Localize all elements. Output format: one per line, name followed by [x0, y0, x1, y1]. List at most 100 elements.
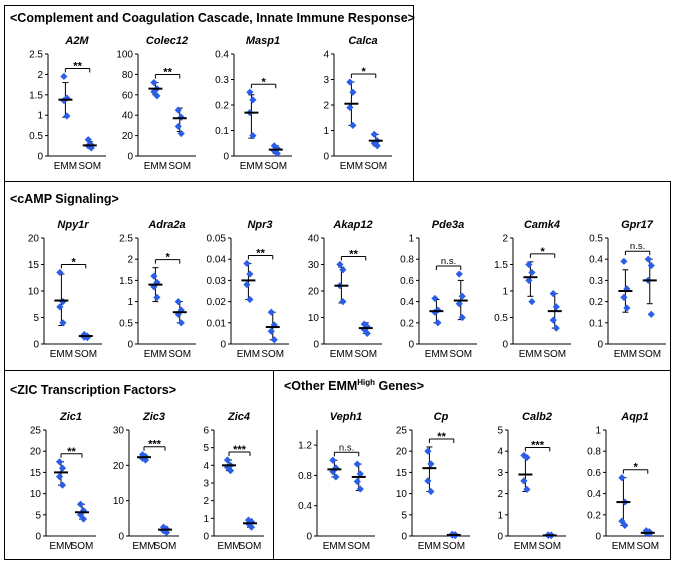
data-point — [226, 467, 235, 475]
plot-calb2: Calb2 0 1 2 3 4 5 EMM SOM *** — [497, 411, 566, 552]
y-tick-label: 30 — [113, 426, 125, 437]
significance-label: ** — [437, 431, 446, 443]
chart-title: Colec12 — [146, 35, 188, 47]
y-tick-label: 1.5 — [29, 90, 43, 101]
y-tick-label: 0.1 — [589, 318, 603, 329]
x-tick-label: EMM — [425, 349, 448, 360]
chart-title: Gpr17 — [621, 219, 654, 231]
y-tick-label: 2.5 — [119, 234, 133, 245]
data-point — [150, 78, 158, 87]
y-tick-label: 1.5 — [494, 260, 508, 271]
data-point — [455, 270, 463, 278]
y-tick-label: 25 — [30, 426, 42, 437]
y-tick-label: 0 — [37, 152, 43, 163]
data-point — [55, 473, 64, 481]
data-point — [525, 260, 533, 269]
data-point — [424, 477, 432, 485]
data-point — [434, 319, 442, 327]
y-tick-label: 0.4 — [589, 255, 603, 266]
x-tick-label: EMM — [144, 161, 167, 172]
chart-title: A2M — [64, 35, 89, 47]
y-tick-label: 20 — [113, 461, 125, 472]
data-point — [162, 528, 171, 537]
x-tick-label: SOM — [71, 541, 94, 552]
plot-aqp1: Aqp1 0 0.2 0.4 0.6 0.8 1 EMM SOM * — [587, 411, 664, 552]
x-tick-label: SOM — [168, 161, 191, 172]
y-tick-label: 0 — [502, 340, 508, 351]
data-point — [458, 313, 466, 322]
plot-gpr17: Gpr17 0 0.1 0.2 0.3 0.4 0.5 EMM SOM n.s. — [589, 219, 666, 360]
data-point — [431, 294, 439, 303]
x-tick-label: EMM — [330, 349, 353, 360]
data-point — [552, 324, 560, 332]
data-point — [552, 303, 560, 311]
plot-veph1: Veph1 0 0.4 0.8 1.2 EMM SOM n.s. — [298, 411, 375, 552]
x-tick-label: EMM — [612, 541, 635, 552]
y-tick-label: 0.04 — [207, 255, 227, 266]
data-point — [223, 456, 232, 464]
significance-label: n.s. — [339, 442, 354, 453]
data-point — [270, 336, 278, 344]
y-tick-label: 1 — [595, 426, 601, 437]
chart-title: Zic3 — [142, 411, 165, 423]
y-tick-label: 0.3 — [215, 75, 229, 86]
data-point — [177, 129, 185, 138]
y-tick-label: 5 — [497, 426, 503, 437]
x-tick-label: SOM — [638, 349, 661, 360]
data-point — [647, 261, 655, 270]
data-point — [174, 122, 182, 131]
plot-pde3a: Pde3a 0 0.2 0.4 0.6 0.8 1 EMM SOM n.s. — [400, 219, 477, 360]
significance-label: n.s. — [630, 241, 645, 252]
data-point — [249, 96, 257, 104]
panel-title-pre: <Other EMM — [284, 379, 358, 394]
data-point — [349, 121, 357, 129]
y-tick-label: 0.4 — [298, 501, 312, 512]
y-tick-label: 0.8 — [587, 447, 601, 458]
y-tick-label: 1 — [323, 126, 329, 137]
data-point — [528, 268, 536, 277]
data-point — [150, 283, 158, 291]
significance-label: * — [540, 246, 545, 258]
data-point — [620, 257, 628, 265]
y-tick-label: 0 — [203, 532, 209, 543]
y-tick-label: 0.4 — [400, 297, 414, 308]
y-tick-label: 5 — [33, 313, 39, 324]
data-point — [141, 456, 150, 464]
y-tick-label: 20 — [308, 287, 320, 298]
data-point — [174, 298, 182, 306]
data-point — [56, 268, 64, 277]
y-tick-label: 2 — [323, 101, 329, 112]
data-point — [246, 88, 254, 96]
y-tick-label: 0.4 — [215, 50, 229, 61]
panel-title: <cAMP Signaling> — [10, 192, 119, 206]
data-point — [644, 255, 652, 263]
x-tick-label: SOM — [538, 541, 561, 552]
significance-label: ** — [73, 60, 82, 72]
y-tick-label: 15 — [28, 260, 40, 271]
y-tick-label: 10 — [308, 313, 320, 324]
y-tick-label: 30 — [308, 260, 320, 271]
y-tick-label: 0.1 — [215, 126, 229, 137]
y-tick-label: 1.5 — [119, 276, 133, 287]
data-point — [55, 458, 64, 466]
data-point — [523, 453, 531, 462]
y-tick-label: 5 — [203, 443, 209, 454]
x-tick-label: SOM — [168, 349, 191, 360]
data-point — [138, 454, 147, 462]
x-tick-label: EMM — [50, 349, 73, 360]
y-tick-label: 60 — [122, 90, 134, 101]
data-point — [60, 72, 68, 81]
y-tick-label: 0.3 — [589, 276, 603, 287]
y-tick-label: 4 — [323, 50, 329, 61]
data-point — [353, 477, 361, 486]
y-tick-label: 0.5 — [494, 313, 508, 324]
y-tick-label: 1.2 — [298, 441, 312, 452]
y-tick-label: 0.4 — [587, 489, 601, 500]
x-tick-label: SOM — [74, 349, 97, 360]
x-tick-label: SOM — [239, 541, 262, 552]
data-point — [246, 295, 254, 304]
panel-title: <Other EMMHigh Genes> — [284, 378, 424, 393]
y-tick-label: 0.03 — [207, 276, 227, 287]
y-tick-label: 0 — [306, 532, 312, 543]
